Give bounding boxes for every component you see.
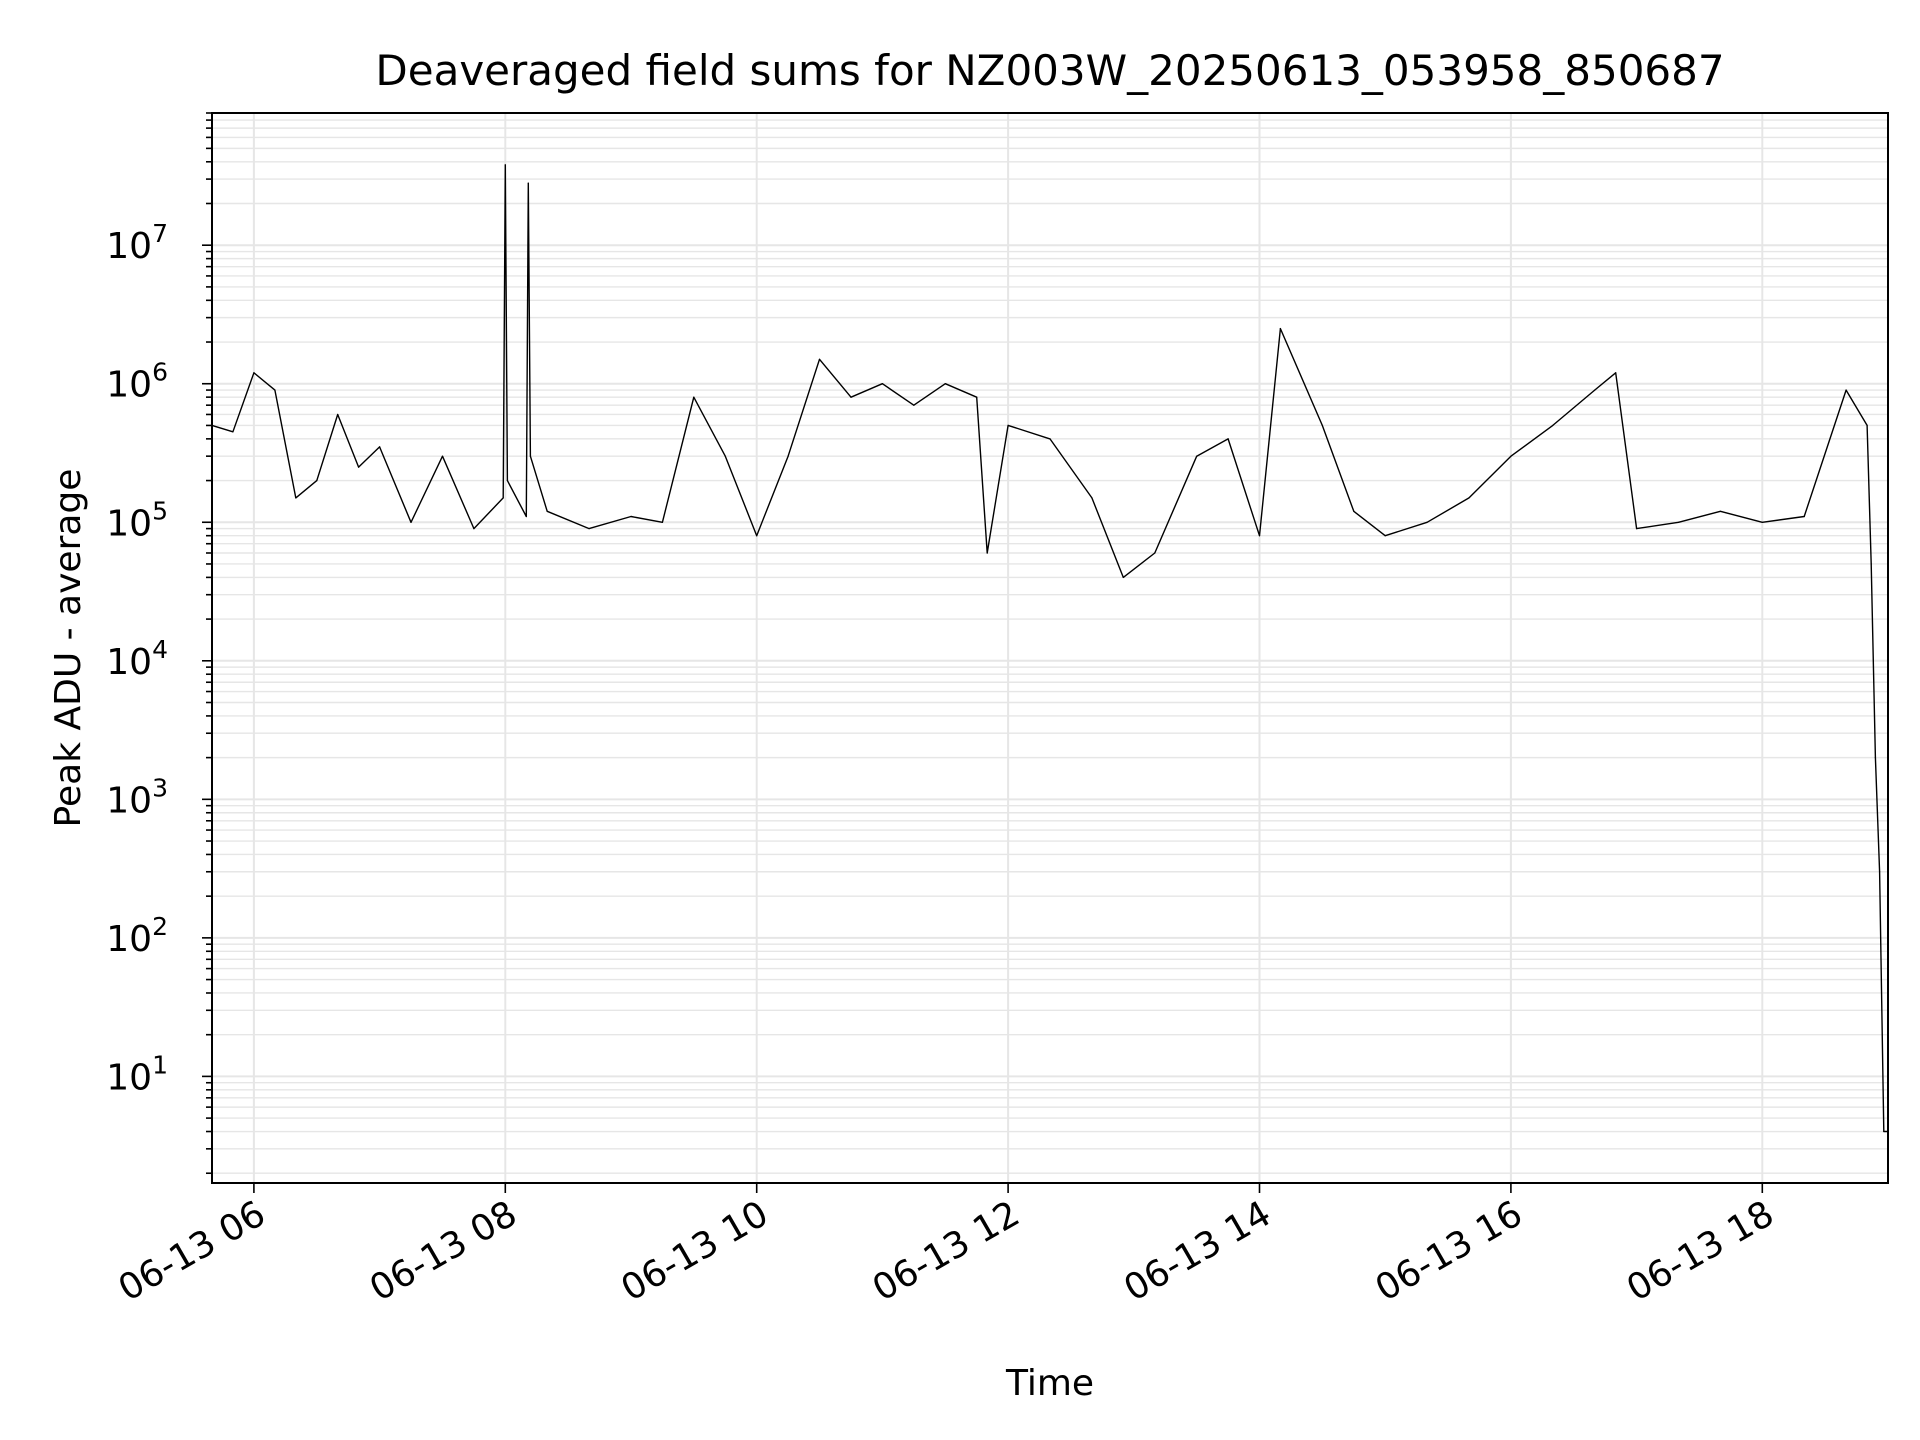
data-point xyxy=(1227,438,1229,440)
chart-title: Deaveraged field sums for NZ003W_2025061… xyxy=(375,46,1724,95)
grid xyxy=(212,112,1888,1183)
y-tick-label-base: 10 xyxy=(106,1057,152,1098)
data-point xyxy=(1870,563,1872,565)
data-point xyxy=(850,396,852,398)
data-point xyxy=(1353,510,1355,512)
data-point xyxy=(1594,389,1596,391)
data-point xyxy=(337,413,339,416)
y-tick-label-exponent: 5 xyxy=(152,496,168,525)
data-point xyxy=(1719,510,1721,512)
data-point xyxy=(506,480,508,482)
data-point xyxy=(1426,521,1428,523)
data-point xyxy=(986,552,988,554)
data-point xyxy=(693,396,695,398)
data-point xyxy=(232,431,234,433)
data-point xyxy=(630,515,632,518)
data-point xyxy=(818,358,821,360)
data-point xyxy=(410,521,412,523)
data-point xyxy=(295,497,297,499)
y-tick-label-base: 10 xyxy=(106,503,152,544)
data-point xyxy=(913,404,915,406)
data-point xyxy=(473,528,475,530)
data-point xyxy=(1761,521,1763,523)
data-point xyxy=(316,480,318,482)
data-point xyxy=(588,528,590,530)
data-point xyxy=(1883,1130,1885,1133)
data-point xyxy=(1879,871,1881,873)
data-point xyxy=(1321,424,1323,426)
y-tick-label-exponent: 2 xyxy=(152,912,168,941)
y-tick-label: 103 xyxy=(106,773,168,821)
y-axis-label: Peak ADU - average xyxy=(48,469,89,828)
data-point xyxy=(787,455,789,457)
y-tick-label: 102 xyxy=(106,912,168,960)
data-point xyxy=(1007,424,1009,426)
y-tick-label-exponent: 4 xyxy=(152,635,168,664)
y-tick-label-exponent: 1 xyxy=(152,1050,168,1079)
y-tick-label-exponent: 7 xyxy=(152,219,168,248)
data-point xyxy=(546,510,548,512)
data-point xyxy=(1866,424,1868,426)
data-point xyxy=(1615,372,1617,374)
data-point xyxy=(944,383,946,385)
data-point xyxy=(441,455,444,457)
data-point xyxy=(1874,757,1876,759)
data-point xyxy=(504,164,506,166)
data-point xyxy=(1510,455,1512,457)
data-point xyxy=(1468,497,1470,499)
data-point xyxy=(756,535,758,537)
data-point xyxy=(1384,535,1386,537)
plot-frame xyxy=(211,112,1889,1184)
data-point xyxy=(1803,515,1805,518)
data-point xyxy=(1049,438,1051,440)
y-tick-label-exponent: 3 xyxy=(152,773,168,802)
data-point xyxy=(1636,528,1638,530)
data-point xyxy=(1122,576,1124,579)
data-point xyxy=(379,446,381,448)
data-point xyxy=(525,515,527,518)
data-point xyxy=(502,497,504,499)
y-tick-label: 101 xyxy=(106,1050,168,1098)
data-point xyxy=(527,182,529,184)
data-point xyxy=(1552,424,1554,426)
y-tick-label: 105 xyxy=(106,496,168,544)
data-point xyxy=(253,372,255,374)
data-point xyxy=(1258,535,1261,537)
y-tick-label-base: 10 xyxy=(106,780,152,821)
y-tick-label-base: 10 xyxy=(106,226,152,267)
data-point xyxy=(1279,328,1281,330)
data-point xyxy=(529,455,532,457)
data-point xyxy=(1196,455,1198,457)
data-point xyxy=(1091,497,1093,499)
data-point xyxy=(1154,552,1156,554)
y-tick-label-base: 10 xyxy=(106,365,152,406)
x-axis-label: Time xyxy=(1005,1363,1094,1404)
data-point xyxy=(1677,521,1680,523)
y-tick-label-exponent: 6 xyxy=(152,358,168,387)
data-point xyxy=(724,455,726,457)
data-point xyxy=(274,389,276,391)
y-tick-label-base: 10 xyxy=(106,642,152,683)
data-point xyxy=(976,396,978,398)
y-tick-label: 106 xyxy=(106,358,168,406)
data-point xyxy=(661,521,664,523)
y-tick-label-base: 10 xyxy=(106,919,152,960)
y-tick-label: 104 xyxy=(106,635,168,683)
data-point xyxy=(1845,389,1847,391)
data-point xyxy=(358,466,360,468)
data-layer xyxy=(211,164,1889,1133)
y-tick-label: 107 xyxy=(106,219,168,267)
data-point xyxy=(881,383,884,385)
